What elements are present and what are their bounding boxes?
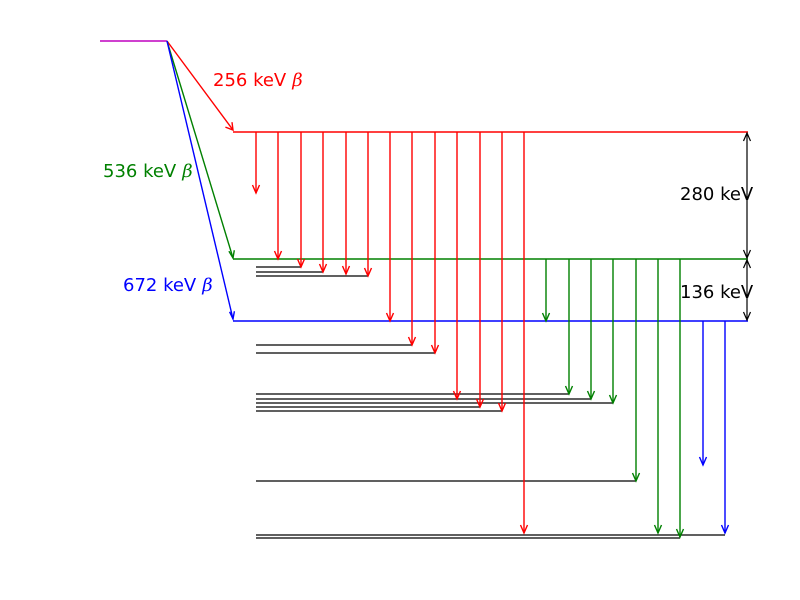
gamma-arrowhead [653, 524, 663, 535]
gap-upper-arrowhead-top [742, 131, 752, 142]
beta-256-label: 256 keV β [213, 70, 303, 91]
gamma-arrowhead [452, 390, 462, 401]
gamma-arrowhead [698, 456, 708, 467]
gap-lower-arrowhead-bottom [742, 311, 752, 322]
beta-672-label: 672 keV β [123, 275, 213, 296]
daughter-sub-levels [256, 266, 725, 539]
beta-672-symbol: β [201, 275, 212, 296]
gamma-arrowhead [363, 267, 373, 278]
gap-upper-arrowhead-bottom [742, 249, 752, 260]
gamma-arrowhead [296, 258, 306, 269]
beta-672-branch-line [166, 40, 234, 320]
gamma-arrowhead [407, 336, 417, 347]
beta-536-branch-line [166, 40, 234, 259]
gap-lower-arrowhead-top [742, 258, 752, 269]
beta-536-label: 536 keV β [103, 161, 193, 182]
beta-672-energy: 672 keV [123, 275, 197, 296]
gamma-arrowhead [564, 385, 574, 396]
gamma-arrowhead [251, 184, 261, 195]
beta-536-arrowhead [228, 250, 235, 260]
daughter-main-levels [233, 131, 748, 322]
beta-536-symbol: β [181, 161, 192, 182]
gamma-transitions-green [541, 259, 685, 539]
beta-256-branch-line [166, 40, 234, 131]
gamma-transitions-red [251, 132, 529, 535]
gamma-arrowhead [720, 524, 730, 535]
gamma-arrowhead [475, 398, 485, 409]
gamma-arrowhead [675, 528, 685, 539]
gamma-arrowhead [318, 263, 328, 274]
gamma-transitions-blue [698, 321, 730, 535]
beta-256-arrowhead [225, 122, 234, 132]
gamma-arrowhead [631, 472, 641, 483]
energy-gap-brackets [742, 131, 752, 322]
gamma-arrowhead [385, 312, 395, 323]
beta-536-energy: 536 keV [103, 161, 177, 182]
beta-256-energy: 256 keV [213, 70, 287, 91]
gamma-arrowhead [586, 390, 596, 401]
gamma-arrowhead [608, 394, 618, 405]
gap-upper-label: 280 keV [680, 184, 754, 205]
gamma-arrowhead [341, 265, 351, 276]
parent-branch [100, 40, 236, 322]
gamma-arrowhead [430, 344, 440, 355]
gamma-arrowhead [541, 312, 551, 323]
gamma-arrowhead [497, 402, 507, 413]
beta-256-symbol: β [291, 70, 302, 91]
beta-672-arrowhead [228, 311, 236, 322]
gamma-arrowhead [273, 250, 283, 261]
gamma-arrowhead [519, 524, 529, 535]
gap-lower-label: 136 keV [680, 282, 754, 303]
